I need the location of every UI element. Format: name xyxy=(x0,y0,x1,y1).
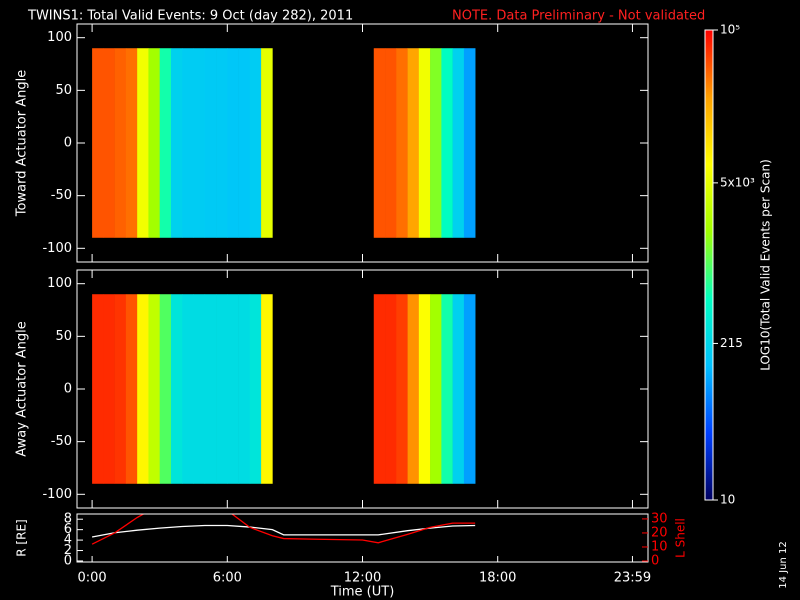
series-line xyxy=(91,524,476,538)
heatmap-cell xyxy=(373,48,386,238)
colorbar-tick-label: 5x10³ xyxy=(720,175,755,189)
x-tick-label: 0:00 xyxy=(77,571,106,586)
y-tick-label: 100 xyxy=(47,276,72,291)
colorbar-tick-label: 10 xyxy=(720,493,735,507)
heatmap-cell xyxy=(114,48,127,238)
heatmap-cell xyxy=(227,294,239,484)
heatmap-cell xyxy=(385,48,397,238)
colorbar-tick-label: 215 xyxy=(720,336,743,350)
heatmap-cell xyxy=(418,48,431,238)
heatmap-cell xyxy=(137,48,149,238)
heatmap-cell xyxy=(216,48,228,238)
heatmap-cell xyxy=(170,294,183,484)
series-line xyxy=(91,514,476,545)
chart-title: TWINS1: Total Valid Events: 9 Oct (day 2… xyxy=(27,9,353,24)
y-tick-label: 0 xyxy=(64,382,72,397)
y2-tick-label: 30 xyxy=(651,511,668,526)
heatmap-cell xyxy=(193,48,206,238)
x-axis-title: Time (UT) xyxy=(330,585,395,600)
heatmap-cell xyxy=(430,48,442,238)
y2-tick-label: 0 xyxy=(651,554,659,569)
heatmap-cell xyxy=(396,48,408,238)
y-tick-label: 0 xyxy=(64,136,72,151)
heatmap-cell xyxy=(159,48,172,238)
plot-lines xyxy=(91,514,476,545)
y-tick-label: 8 xyxy=(64,512,72,527)
heatmap-cell xyxy=(182,294,194,484)
heatmap-cell xyxy=(125,294,138,484)
heatmap-cell xyxy=(227,48,239,238)
heatmap-cell xyxy=(463,48,476,238)
y-tick-label: -50 xyxy=(51,188,72,203)
heatmap-cell xyxy=(92,48,104,238)
y2-axis-title: L Shell xyxy=(674,518,688,558)
x-tick-label: 23:59 xyxy=(614,571,651,586)
plot-frame xyxy=(76,513,649,563)
heatmap-cell xyxy=(193,294,206,484)
colorbar-tick-label: 10⁵ xyxy=(720,23,740,37)
heatmap-cell xyxy=(238,48,251,238)
y-tick-label: -100 xyxy=(42,241,72,256)
heatmap-cell xyxy=(441,48,453,238)
heatmap-cell xyxy=(204,48,217,238)
heatmap-cell xyxy=(373,294,386,484)
heatmap-cell xyxy=(103,294,115,484)
heatmap-cell xyxy=(148,48,160,238)
x-tick-label: 18:00 xyxy=(479,571,516,586)
heatmap-cell xyxy=(261,48,273,238)
y-tick-label: 2 xyxy=(64,543,72,558)
heatmap-cell xyxy=(216,294,228,484)
heatmap-cell xyxy=(452,48,465,238)
heatmap-cell xyxy=(249,294,262,484)
heatmap-cell xyxy=(238,294,251,484)
heatmap-cell xyxy=(137,294,149,484)
heatmap-cell xyxy=(430,294,442,484)
y-tick-label: -100 xyxy=(42,487,72,502)
y-tick-label: 50 xyxy=(55,83,72,98)
heatmap-cell xyxy=(182,48,194,238)
heatmap-cell xyxy=(407,294,420,484)
heatmap-cell xyxy=(441,294,453,484)
x-tick-label: 12:00 xyxy=(344,571,381,586)
y-axis-title: Toward Actuator Angle xyxy=(15,70,30,217)
heatmap-cell xyxy=(261,294,273,484)
y-tick-label: 6 xyxy=(64,522,72,537)
heatmap-cell xyxy=(385,294,397,484)
heatmap-cell xyxy=(114,294,127,484)
colorbar-title: LOG10(Total Valid Events per Scan) xyxy=(759,159,773,371)
heatmap-cell xyxy=(148,294,160,484)
y-tick-label: 50 xyxy=(55,329,72,344)
heatmap-cell xyxy=(463,294,476,484)
y-tick-label: 0 xyxy=(64,553,72,568)
colorbar xyxy=(704,29,714,501)
y-axis-title: Away Actuator Angle xyxy=(15,321,30,456)
y2-tick-label: 20 xyxy=(651,525,668,540)
heatmap-cell xyxy=(452,294,465,484)
x-tick-label: 6:00 xyxy=(213,571,242,586)
y2-tick-label: 10 xyxy=(651,539,668,554)
heatmap-cell xyxy=(396,294,408,484)
heatmap-cell xyxy=(103,48,115,238)
heatmap-cell xyxy=(418,294,431,484)
y-tick-label: 100 xyxy=(47,30,72,45)
note: NOTE. Data Preliminary - Not validated xyxy=(452,9,705,24)
heatmap-cell xyxy=(170,48,183,238)
date-stamp: 14 Jun 12 xyxy=(778,541,789,588)
heatmap-cell xyxy=(204,294,217,484)
y-tick-label: 4 xyxy=(64,533,72,548)
heatmap-cell xyxy=(125,48,138,238)
heatmap-cell xyxy=(249,48,262,238)
heatmap-cell xyxy=(407,48,420,238)
heatmap-cell xyxy=(159,294,172,484)
heatmap-cell xyxy=(92,294,104,484)
y-axis-title: R [RE] xyxy=(15,519,29,556)
y-tick-label: -50 xyxy=(51,434,72,449)
